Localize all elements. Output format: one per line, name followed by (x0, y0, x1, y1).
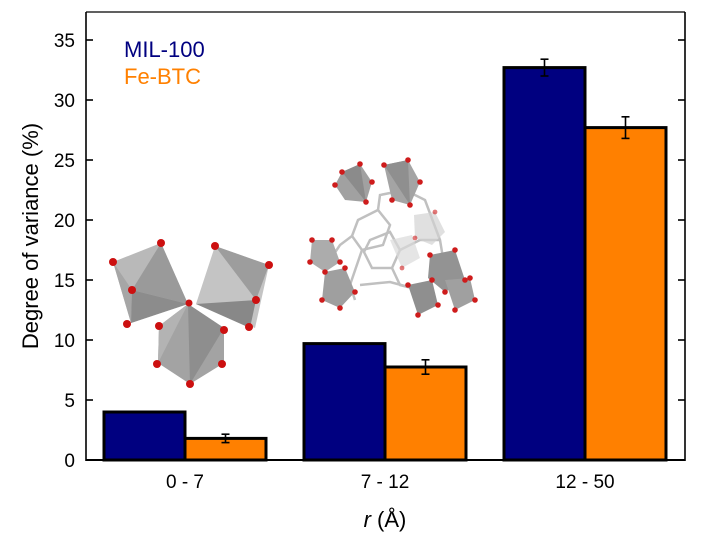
bar-fe-btc-1 (383, 365, 468, 462)
y-tick-label: 30 (54, 91, 75, 112)
fe-btc-cage-illustration (307, 157, 478, 318)
x-axis-title-variable: r (364, 507, 373, 532)
y-tick-label: 5 (64, 391, 75, 412)
error-bar (540, 58, 549, 77)
legend-entry-mil-100: MIL-100 (124, 37, 205, 62)
bar-fe-btc-2 (583, 126, 668, 462)
x-tick-label: 12 - 50 (555, 472, 614, 493)
y-tick-label: 15 (54, 271, 75, 292)
error-bar (621, 116, 630, 140)
y-tick-label: 10 (54, 331, 75, 352)
bar-mil-100-1 (302, 342, 387, 462)
error-bar (421, 358, 430, 376)
x-tick-label: 0 - 7 (166, 472, 204, 493)
bars-layer (102, 66, 668, 462)
y-axis-title: Degree of variance (%) (18, 123, 43, 349)
mil100-trimer-illustration (109, 239, 273, 388)
x-tick-labels: 0 - 7 7 - 12 12 - 50 (166, 472, 615, 493)
y-tick-label: 0 (64, 451, 75, 472)
bar-mil-100-2 (502, 66, 587, 462)
error-bar (221, 433, 230, 444)
y-tick-label: 25 (54, 151, 75, 172)
error-bars-layer (221, 58, 630, 444)
x-tick-label: 7 - 12 (361, 472, 410, 493)
bar-mil-100-0 (102, 410, 187, 462)
x-axis-title: r (Å) (364, 507, 407, 532)
y-tick-label: 35 (54, 31, 75, 52)
y-ticks: 0 5 10 15 20 25 30 35 (54, 31, 685, 472)
y-tick-label: 20 (54, 211, 75, 232)
legend-entry-fe-btc: Fe-BTC (124, 64, 201, 89)
legend: MIL-100 Fe-BTC (124, 37, 205, 89)
x-axis-title-unit: (Å) (371, 507, 406, 532)
